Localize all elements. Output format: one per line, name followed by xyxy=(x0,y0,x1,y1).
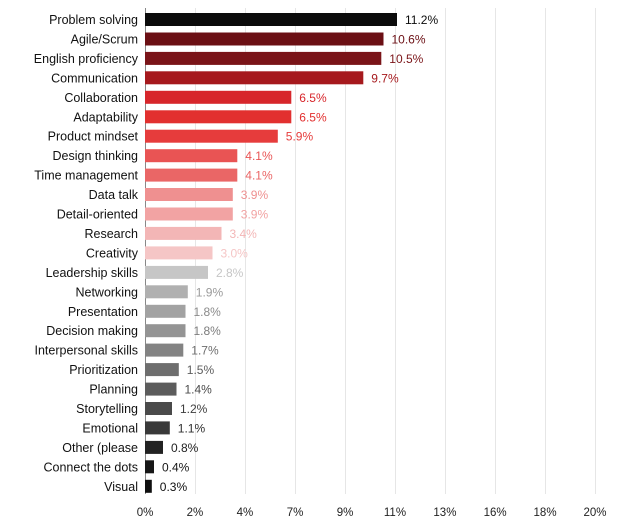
bar-connect-the-dots xyxy=(145,460,154,474)
value-label: 5.9% xyxy=(286,130,314,144)
category-label: Detail-oriented xyxy=(57,208,138,222)
bar-time-management xyxy=(145,168,238,182)
bar-research xyxy=(145,226,222,240)
category-label: Prioritization xyxy=(69,363,138,377)
value-label: 0.4% xyxy=(162,460,190,474)
category-label: English proficiency xyxy=(34,52,139,66)
value-label: 10.6% xyxy=(392,33,426,47)
category-label: Networking xyxy=(75,285,138,299)
category-label: Design thinking xyxy=(53,149,139,163)
bar-agile-scrum xyxy=(145,32,384,46)
bar-visual xyxy=(145,479,152,493)
bar-planning xyxy=(145,382,177,396)
bar-design-thinking xyxy=(145,149,238,163)
category-label: Creativity xyxy=(86,246,139,260)
bars xyxy=(145,13,397,493)
value-label: 3.9% xyxy=(241,188,269,202)
category-label: Leadership skills xyxy=(46,266,138,280)
category-label: Emotional xyxy=(82,421,138,435)
x-axis-tick-labels: 0% 2% 4% 7% 9% 11% 13% 16% 18% 20% xyxy=(137,507,607,519)
value-label: 10.5% xyxy=(389,52,423,66)
x-tick-label: 4% xyxy=(237,507,254,519)
bar-communication xyxy=(145,71,364,85)
category-label: Visual xyxy=(104,480,138,494)
bar-presentation xyxy=(145,304,186,318)
value-label: 6.5% xyxy=(299,91,327,105)
value-label: 1.7% xyxy=(191,344,219,358)
bar-emotional xyxy=(145,421,170,435)
value-label: 3.0% xyxy=(221,246,249,260)
x-tick-label: 9% xyxy=(337,507,354,519)
category-label: Data talk xyxy=(89,188,139,202)
value-label: 1.5% xyxy=(187,363,215,377)
grid-lines xyxy=(145,8,596,494)
value-label: 2.8% xyxy=(216,266,244,280)
category-label: Adaptability xyxy=(73,110,138,124)
value-label: 6.5% xyxy=(299,110,327,124)
bar-english-proficiency xyxy=(145,51,382,65)
category-label: Problem solving xyxy=(49,13,138,27)
x-tick-label: 2% xyxy=(187,507,204,519)
category-label: Agile/Scrum xyxy=(71,33,138,47)
bar-creativity xyxy=(145,246,213,260)
category-label: Collaboration xyxy=(64,91,138,105)
value-label: 1.8% xyxy=(194,305,222,319)
category-label: Storytelling xyxy=(76,402,138,416)
bar-product-mindset xyxy=(145,129,278,143)
x-tick-label: 11% xyxy=(384,507,406,519)
x-tick-label: 18% xyxy=(534,507,557,519)
bar-problem-solving xyxy=(145,13,397,26)
value-label: 1.9% xyxy=(196,285,224,299)
category-label: Time management xyxy=(34,169,138,183)
bar-collaboration xyxy=(145,90,292,104)
value-label: 1.1% xyxy=(178,421,206,435)
category-label: Other (please xyxy=(62,441,138,455)
x-tick-label: 20% xyxy=(583,507,606,519)
value-label: 1.2% xyxy=(180,402,208,416)
value-label: 3.9% xyxy=(241,208,269,222)
x-tick-label: 16% xyxy=(484,507,507,519)
value-label: 1.8% xyxy=(194,324,222,338)
category-label: Planning xyxy=(89,383,138,397)
bar-data-talk xyxy=(145,188,233,201)
category-label: Presentation xyxy=(68,305,138,319)
bar-adaptability xyxy=(145,110,292,124)
value-label: 11.2% xyxy=(405,13,438,27)
category-label: Connect the dots xyxy=(43,460,138,474)
category-label: Research xyxy=(85,227,139,241)
value-label: 4.1% xyxy=(245,169,273,183)
bar-detail-oriented xyxy=(145,207,233,221)
value-label: 9.7% xyxy=(371,71,399,85)
x-tick-label: 13% xyxy=(433,507,456,519)
bar-networking xyxy=(145,285,188,299)
bar-other-please xyxy=(145,440,163,454)
value-label: 3.4% xyxy=(230,227,258,241)
value-label: 0.3% xyxy=(160,480,188,494)
value-label: 1.4% xyxy=(185,383,213,397)
value-label: 4.1% xyxy=(245,149,273,163)
category-labels: Problem solving Agile/Scrum English profic… xyxy=(34,13,139,494)
category-label: Communication xyxy=(51,71,138,85)
value-label: 0.8% xyxy=(171,441,199,455)
bar-decision-making xyxy=(145,324,186,338)
bar-prioritization xyxy=(145,363,179,377)
bar-leadership-skills xyxy=(145,265,208,279)
category-label: Decision making xyxy=(46,324,138,338)
x-tick-label: 0% xyxy=(137,507,154,519)
category-label: Interpersonal skills xyxy=(34,344,138,358)
category-label: Product mindset xyxy=(48,130,139,144)
x-tick-label: 7% xyxy=(287,507,304,519)
value-labels: 11.2% 10.6% 10.5% 9.7% 6.5% 6.5% 5.9% 4.1% 4.1% 3… xyxy=(160,13,439,494)
bar-interpersonal-skills xyxy=(145,343,184,357)
bar-storytelling xyxy=(145,402,172,415)
